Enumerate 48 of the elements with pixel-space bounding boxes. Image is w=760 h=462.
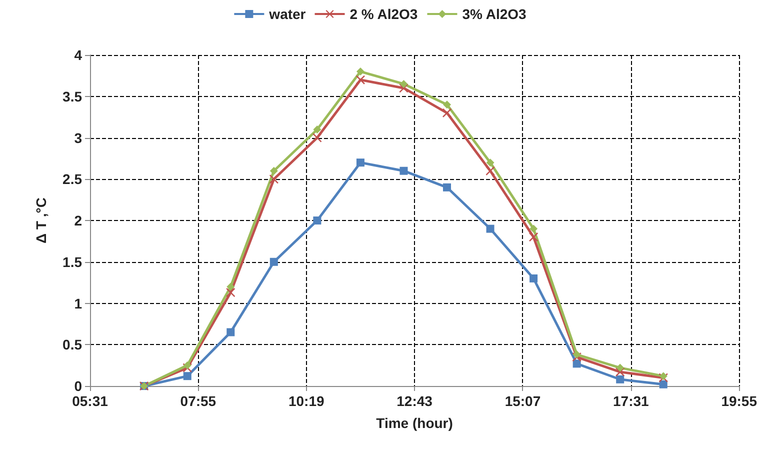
point — [313, 216, 322, 224]
point — [270, 166, 278, 175]
x-tick-label: 05:31 — [72, 393, 108, 409]
point — [486, 158, 494, 167]
y-tick-label: 1 — [74, 295, 82, 312]
x-tick-label: 07:55 — [180, 393, 216, 409]
point — [356, 158, 364, 167]
y-tick-label: 4 — [74, 47, 82, 63]
point — [572, 350, 581, 359]
point — [226, 328, 235, 336]
point — [269, 174, 278, 184]
point — [486, 166, 495, 176]
legend-label: 2 % Al2O3 — [350, 6, 418, 22]
y-tick-label: 3 — [74, 130, 82, 146]
point — [356, 75, 365, 84]
y-tick-label: 1.5 — [62, 254, 82, 270]
x-tick-label: 17:31 — [613, 393, 650, 409]
legend-label: 3% Al2O3 — [462, 6, 527, 22]
x-tick-label: 19:55 — [721, 393, 758, 409]
point — [530, 224, 538, 233]
point — [183, 372, 192, 380]
point — [616, 375, 624, 384]
y-tick-label: 2 — [74, 212, 82, 228]
x-axis-title: Time (hour) — [376, 415, 453, 431]
y-tick-label: 3.5 — [62, 88, 82, 104]
point — [659, 380, 668, 388]
point — [183, 361, 192, 370]
point — [486, 224, 494, 233]
point — [226, 288, 236, 297]
point — [400, 80, 408, 88]
legend-label: water — [268, 6, 306, 22]
point — [530, 274, 538, 282]
y-tick-label: 0 — [74, 378, 82, 394]
point — [443, 183, 452, 192]
point — [270, 258, 278, 266]
y-axis-title: Δ T ,°C — [33, 198, 49, 244]
point — [616, 364, 624, 372]
point — [226, 282, 235, 291]
point — [356, 68, 364, 76]
point — [400, 166, 408, 175]
x-tick-label: 15:07 — [504, 393, 541, 409]
x-tick-label: 12:43 — [396, 393, 433, 409]
y-tick-label: 2.5 — [62, 171, 82, 188]
x-tick-label: 10:19 — [288, 393, 324, 409]
point — [313, 125, 322, 134]
point — [443, 100, 452, 109]
point — [572, 360, 581, 368]
y-tick-label: 0.5 — [62, 336, 82, 353]
